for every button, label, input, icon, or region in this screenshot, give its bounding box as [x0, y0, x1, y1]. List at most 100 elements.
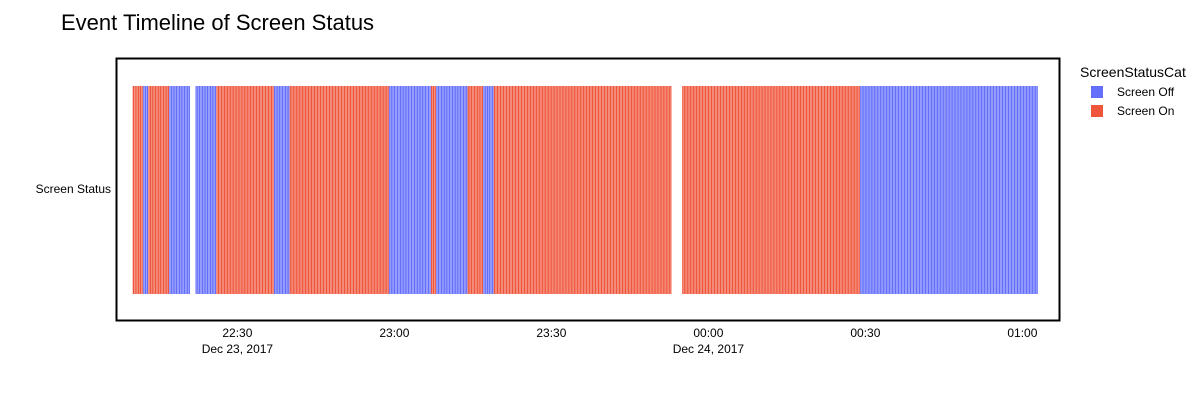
bar-screen-off-72 — [445, 86, 447, 294]
bar-screen-on-321 — [371, 86, 373, 294]
bar-screen-on-275 — [301, 86, 303, 294]
bar-screen-on-400 — [575, 86, 577, 294]
bar-screen-off-147 — [943, 86, 945, 294]
bar-screen-on-343 — [478, 86, 480, 294]
bar-screen-on-369 — [528, 86, 530, 294]
bar-screen-on-459 — [664, 86, 666, 294]
bar-screen-off-118 — [899, 86, 901, 294]
bar-screen-on-497 — [731, 86, 734, 294]
bar-screen-on-232 — [220, 86, 223, 294]
bar-screen-on-358 — [511, 86, 514, 294]
bar-screen-on-422 — [608, 86, 610, 294]
legend-swatch-screen-on[interactable] — [1091, 105, 1103, 117]
bar-screen-on-426 — [614, 86, 616, 294]
bar-screen-on-214 — [139, 86, 142, 294]
bar-screen-off-134 — [923, 86, 925, 294]
bar-screen-on-364 — [520, 86, 523, 294]
bar-screen-on-551 — [813, 86, 815, 294]
bar-screen-off-173 — [982, 86, 984, 294]
bar-screen-on-230 — [217, 86, 220, 294]
bar-screen-on-401 — [576, 86, 578, 294]
bar-screen-on-440 — [635, 86, 637, 294]
bar-screen-on-460 — [665, 86, 667, 294]
legend-label-screen-off[interactable]: Screen Off — [1117, 85, 1175, 99]
bar-screen-on-270 — [294, 86, 296, 294]
bar-screen-off-166 — [971, 86, 973, 294]
bar-screen-on-330 — [384, 86, 386, 294]
bar-screen-off-184 — [998, 86, 1001, 294]
bar-screen-on-527 — [777, 86, 779, 294]
bar-screen-on-226 — [164, 86, 166, 294]
bar-screen-on-483 — [710, 86, 713, 294]
bar-screen-off-126 — [911, 86, 913, 294]
bar-screen-on-268 — [291, 86, 293, 294]
bar-screen-off-137 — [927, 86, 930, 294]
bar-screen-on-388 — [557, 86, 559, 294]
bar-screen-on-434 — [626, 86, 628, 294]
bar-screen-off-55 — [413, 86, 416, 294]
bar-screen-on-569 — [840, 86, 842, 294]
bar-screen-off-128 — [914, 86, 916, 294]
legend-swatch-screen-off[interactable] — [1091, 86, 1103, 98]
bar-screen-on-228 — [167, 86, 170, 294]
bar-screen-on-291 — [325, 86, 328, 294]
bar-screen-off-127 — [912, 86, 915, 294]
bar-screen-off-153 — [952, 86, 954, 294]
bar-screen-off-42 — [393, 86, 396, 294]
bar-screen-off-64 — [427, 86, 430, 294]
bar-screen-on-308 — [351, 86, 353, 294]
bar-screen-on-424 — [611, 86, 613, 294]
bar-screen-off-13 — [185, 86, 187, 294]
bar-screen-on-492 — [724, 86, 726, 294]
bar-screen-on-389 — [558, 86, 560, 294]
bar-screen-on-535 — [789, 86, 791, 294]
bar-screen-off-47 — [401, 86, 403, 294]
bar-screen-on-373 — [534, 86, 536, 294]
bar-screen-off-84 — [464, 86, 466, 294]
bar-screen-on-421 — [606, 86, 609, 294]
bar-screen-on-361 — [516, 86, 518, 294]
bar-screen-on-298 — [336, 86, 338, 294]
bar-screen-on-510 — [751, 86, 753, 294]
bar-screen-on-285 — [316, 86, 319, 294]
bar-screen-off-152 — [950, 86, 952, 294]
bar-screen-on-254 — [254, 86, 256, 294]
bar-screen-on-454 — [656, 86, 658, 294]
bar-screen-off-148 — [944, 86, 946, 294]
bar-screen-on-489 — [719, 86, 722, 294]
bar-screen-on-462 — [668, 86, 670, 294]
bar-screen-on-375 — [537, 86, 539, 294]
bar-screen-on-470 — [691, 86, 693, 294]
bar-screen-on-570 — [842, 86, 844, 294]
bar-screen-on-302 — [342, 86, 344, 294]
bar-screen-on-420 — [605, 86, 607, 294]
bar-screen-on-504 — [742, 86, 744, 294]
bar-screen-on-452 — [653, 86, 655, 294]
legend-label-screen-on[interactable]: Screen On — [1117, 104, 1174, 118]
bar-screen-on-414 — [596, 86, 598, 294]
bar-screen-off-87 — [485, 86, 487, 294]
bar-screen-on-314 — [360, 86, 362, 294]
bar-screen-on-443 — [640, 86, 642, 294]
bar-screen-off-85 — [466, 86, 468, 294]
bar-screen-off-86 — [483, 86, 485, 294]
bar-screen-on-238 — [230, 86, 232, 294]
bar-screen-on-576 — [851, 86, 853, 294]
bar-screen-on-468 — [688, 86, 690, 294]
bar-screen-on-446 — [644, 86, 646, 294]
bar-screen-off-120 — [902, 86, 904, 294]
bar-screen-on-439 — [634, 86, 636, 294]
bar-screen-on-450 — [650, 86, 652, 294]
bar-screen-on-360 — [514, 86, 517, 294]
bar-screen-off-165 — [970, 86, 972, 294]
bar-screen-on-499 — [734, 86, 737, 294]
bar-screen-on-295 — [331, 86, 334, 294]
bar-screen-on-409 — [588, 86, 591, 294]
bar-screen-off-25 — [209, 86, 212, 294]
bar-screen-on-435 — [628, 86, 630, 294]
bar-screen-off-16 — [195, 86, 197, 294]
bar-screen-off-133 — [921, 86, 924, 294]
bar-screen-on-267 — [289, 86, 291, 294]
bar-screen-on-253 — [252, 86, 254, 294]
bar-screen-off-58 — [418, 86, 420, 294]
